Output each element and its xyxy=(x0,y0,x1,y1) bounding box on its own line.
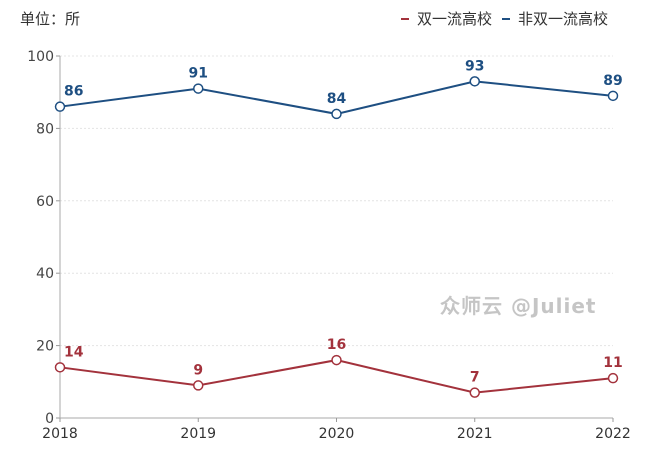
legend-item-non-double-first-class: 非双一流高校 xyxy=(501,8,608,29)
y-tick-label: 20 xyxy=(36,339,54,355)
y-tick-label: 40 xyxy=(36,266,54,282)
unit-label: 单位：所 xyxy=(20,10,81,28)
data-label: 91 xyxy=(189,66,208,82)
y-tick-label: 60 xyxy=(36,194,54,210)
data-label: 86 xyxy=(64,84,83,100)
data-point xyxy=(54,362,66,373)
legend-label: 双一流高校 xyxy=(416,10,492,28)
watermark: 众师云 @Juliet xyxy=(440,294,597,318)
x-tick-label: 2020 xyxy=(319,426,355,442)
data-label: 84 xyxy=(327,91,347,107)
data-label: 7 xyxy=(470,370,480,386)
data-label: 14 xyxy=(64,344,84,360)
legend-item-double-first-class: 双一流高校 xyxy=(400,8,492,29)
data-point xyxy=(193,380,204,391)
data-label: 11 xyxy=(603,355,622,371)
legend-swatch xyxy=(501,17,510,20)
y-tick-label: 0 xyxy=(45,411,54,427)
data-point xyxy=(331,354,342,366)
x-tick-label: 2022 xyxy=(595,426,631,442)
data-point xyxy=(607,372,619,384)
data-point xyxy=(607,90,619,102)
data-point xyxy=(193,83,204,94)
data-point xyxy=(331,108,342,120)
y-tick-label: 100 xyxy=(27,49,54,65)
data-label: 16 xyxy=(327,337,346,353)
data-point xyxy=(469,387,480,398)
legend-swatch xyxy=(400,17,409,20)
legend-label: 非双一流高校 xyxy=(517,10,608,28)
data-point xyxy=(54,101,66,112)
legend: 双一流高校 非双一流高校 xyxy=(400,8,608,29)
x-tick-label: 2019 xyxy=(180,426,216,442)
y-tick-label: 80 xyxy=(36,121,54,137)
data-label: 93 xyxy=(465,58,484,74)
data-label: 89 xyxy=(603,73,622,89)
x-tick-label: 2018 xyxy=(42,426,78,442)
x-tick-label: 2021 xyxy=(457,426,493,442)
data-point xyxy=(469,76,480,87)
data-label: 9 xyxy=(193,362,203,378)
